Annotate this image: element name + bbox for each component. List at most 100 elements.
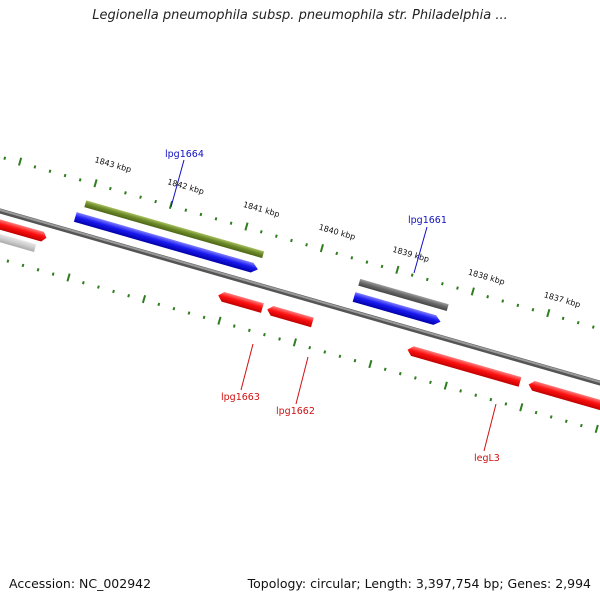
inner-minor-tick — [36, 268, 40, 272]
outer-minor-tick — [290, 238, 293, 243]
inner-major-tick — [217, 316, 222, 325]
outer-major-tick — [93, 179, 98, 188]
inner-minor-tick — [323, 350, 327, 354]
inner-minor-tick — [263, 332, 266, 337]
outer-minor-tick — [3, 156, 7, 160]
inner-minor-tick — [172, 307, 176, 311]
leader-lpg1664 — [170, 159, 185, 208]
inner-minor-tick — [489, 397, 493, 402]
outer-minor-tick — [229, 221, 233, 225]
leader-legL3 — [483, 403, 497, 452]
outer-minor-tick — [561, 316, 565, 321]
gene-lpg1664[interactable] — [73, 212, 259, 274]
inner-tick-track — [6, 259, 599, 434]
inner-minor-tick — [338, 354, 342, 359]
outer-minor-tick — [274, 234, 278, 238]
inner-minor-tick — [353, 358, 357, 363]
backbone-shadow — [0, 202, 600, 396]
inner-minor-tick — [580, 423, 583, 428]
outer-minor-tick — [63, 173, 67, 178]
inner-minor-tick — [187, 311, 191, 315]
outer-major-tick — [319, 244, 324, 253]
gene-label-lpg1662[interactable]: lpg1662 — [276, 406, 315, 417]
inner-minor-tick — [247, 328, 251, 333]
gene-label-legL3[interactable]: legL3 — [474, 453, 500, 464]
outer-minor-tick — [441, 282, 444, 286]
inner-minor-tick — [429, 380, 432, 385]
outer-minor-tick — [199, 212, 203, 217]
map-track-frame: 1843 kbp 1842 kbp 1841 kbp 1840 kbp 1839… — [0, 155, 600, 434]
inner-minor-tick — [564, 419, 568, 423]
inner-minor-tick — [308, 345, 312, 350]
outer-minor-tick — [591, 325, 595, 329]
outer-minor-tick — [124, 191, 127, 195]
inner-minor-tick — [504, 402, 508, 406]
inner-major-tick — [141, 294, 147, 304]
gene-label-lpg1663[interactable]: lpg1663 — [221, 392, 260, 403]
inner-minor-tick — [232, 324, 236, 328]
leader-lpg1662 — [295, 356, 309, 405]
inner-minor-tick — [157, 302, 161, 307]
outer-minor-tick — [139, 195, 142, 199]
inner-minor-tick — [459, 389, 463, 393]
inner-minor-tick — [21, 263, 25, 268]
inner-major-tick — [292, 338, 297, 347]
outer-minor-tick — [305, 243, 308, 247]
outer-minor-tick — [456, 286, 459, 290]
kbp-label-1838: 1838 kbp — [467, 268, 506, 287]
outer-tick-track — [3, 156, 595, 329]
outer-minor-tick — [48, 169, 52, 173]
outer-minor-tick — [214, 217, 218, 221]
inner-major-tick — [594, 424, 599, 434]
outer-minor-tick — [486, 295, 490, 299]
kbp-label-1843: 1843 kbp — [94, 155, 133, 174]
gene-red-right[interactable] — [527, 380, 600, 413]
outer-minor-tick — [516, 303, 520, 308]
outer-major-tick — [168, 200, 174, 210]
kbp-label-1837: 1837 kbp — [543, 290, 582, 309]
gene-lpg1661-highlight[interactable] — [358, 278, 449, 312]
inner-minor-tick — [534, 410, 538, 415]
backbone-line — [0, 203, 600, 393]
gene-legL3[interactable] — [406, 345, 522, 387]
kbp-label-1842: 1842 kbp — [166, 177, 205, 196]
inner-minor-tick — [549, 415, 553, 419]
gene-label-lpg1664[interactable]: lpg1664 — [165, 149, 204, 160]
inner-minor-tick — [278, 337, 281, 341]
gene-label-lpg1661[interactable]: lpg1661 — [408, 215, 447, 226]
inner-minor-tick — [81, 281, 85, 285]
outer-minor-tick — [410, 273, 414, 277]
gene-grey-left[interactable] — [0, 223, 37, 252]
outer-major-tick — [244, 222, 249, 231]
gene-lpg1661[interactable] — [352, 292, 442, 326]
leader-lpg1663 — [240, 343, 254, 391]
outer-minor-tick — [335, 251, 339, 256]
outer-major-tick — [470, 287, 475, 296]
outer-minor-tick — [350, 256, 354, 260]
outer-minor-tick — [380, 264, 384, 269]
topology-text: Topology: circular; Length: 3,397,754 bp… — [247, 576, 591, 591]
inner-major-tick — [443, 381, 448, 390]
inner-minor-tick — [474, 393, 478, 397]
gene-lpg1664-highlight[interactable] — [84, 200, 265, 259]
inner-minor-tick — [51, 272, 55, 276]
inner-major-tick — [66, 273, 71, 282]
outer-minor-tick — [501, 299, 505, 303]
gene-lpg1662[interactable] — [266, 305, 314, 328]
outer-major-tick — [546, 308, 551, 318]
gene-lpg1663[interactable] — [217, 291, 264, 313]
kbp-label-1840: 1840 kbp — [318, 223, 357, 242]
inner-minor-tick — [112, 289, 115, 294]
map-title: Legionella pneumophila subsp. pneumophil… — [92, 8, 508, 23]
outer-major-tick — [18, 157, 23, 166]
inner-minor-tick — [383, 367, 387, 372]
outer-minor-tick — [108, 186, 112, 191]
gene-red-left[interactable] — [0, 207, 48, 243]
inner-minor-tick — [413, 376, 417, 380]
outer-minor-tick — [576, 320, 580, 325]
accession-text: Accession: NC_002942 — [9, 576, 152, 591]
outer-minor-tick — [259, 230, 263, 234]
kbp-label-1841: 1841 kbp — [242, 200, 281, 219]
inner-major-tick — [368, 359, 373, 369]
